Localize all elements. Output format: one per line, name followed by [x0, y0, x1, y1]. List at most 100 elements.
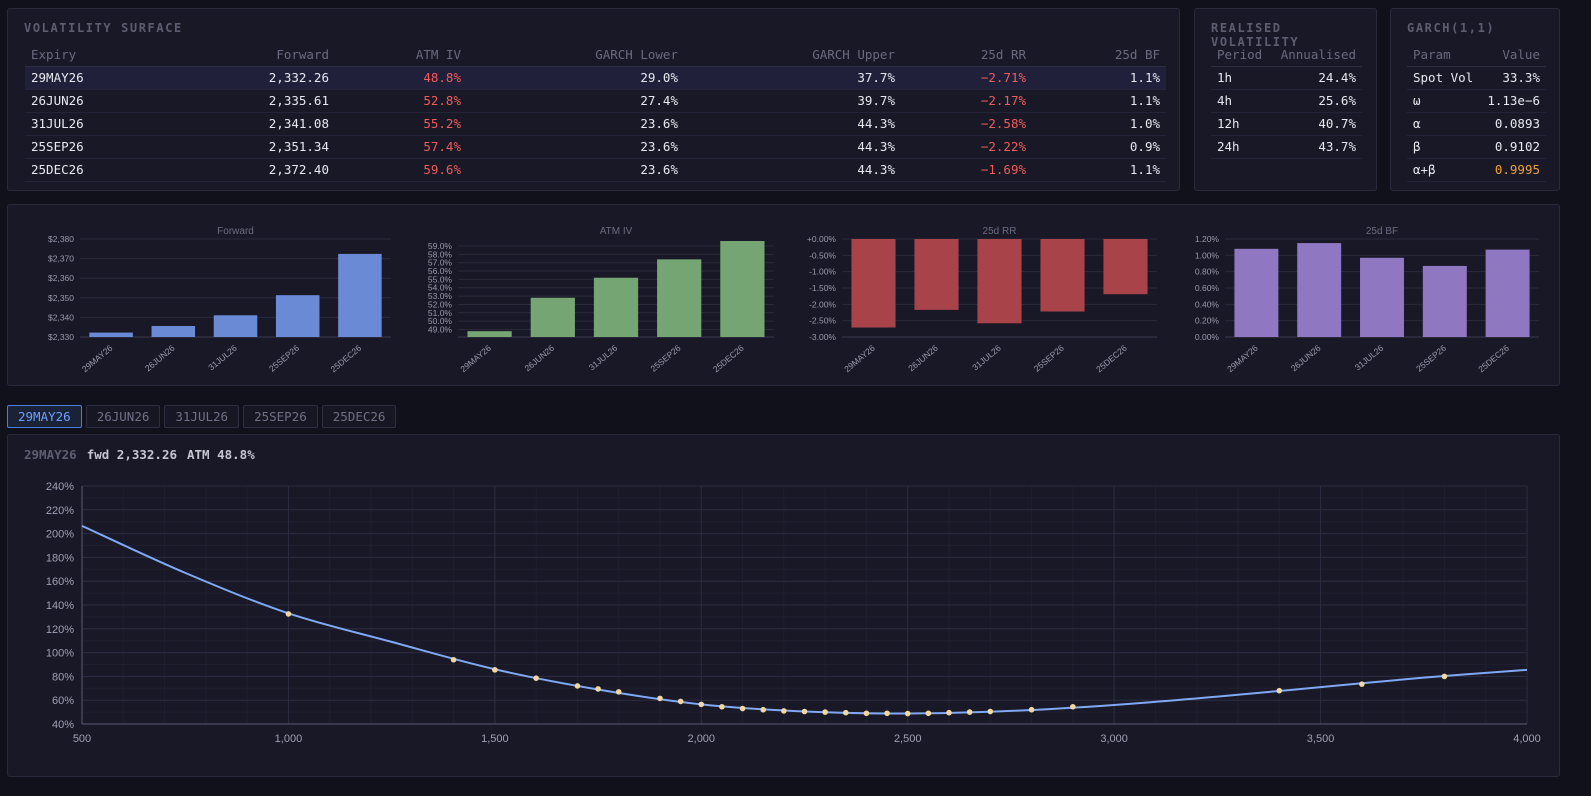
table-cell: −2.58% [901, 112, 1032, 136]
table-header-row: Param Value [1407, 44, 1546, 67]
smile-panel: 29MAY26 fwd 2,332.26 ATM 48.8% 500 1,000 1,5… [7, 434, 1560, 777]
bar-31jul26 [593, 277, 639, 337]
smile-point [822, 709, 828, 715]
table-row[interactable]: β 0.9102 [1407, 135, 1546, 159]
y-tick-label: 1.00% [1195, 250, 1220, 260]
smile-point [595, 686, 601, 692]
volatility-surface-panel: VOLATILITY SURFACE Expiry Forward ATM IV… [7, 8, 1180, 191]
table-cell: −2.17% [901, 89, 1032, 113]
table-cell: 43.7% [1270, 135, 1362, 159]
y-tick-label: -2.00% [809, 299, 836, 309]
smile-point [842, 709, 849, 716]
bar-29may26 [1234, 248, 1279, 337]
table-row[interactable]: 24h 43.7% [1211, 135, 1362, 159]
x-tick-label: 500 [73, 733, 91, 745]
y-tick-label: -3.00% [809, 332, 836, 342]
garch-title: GARCH(1,1) [1407, 21, 1496, 35]
bar-31jul26 [1360, 257, 1404, 337]
tab-29may26[interactable]: 29MAY26 [7, 405, 82, 428]
smile-point [863, 710, 870, 717]
table-cell: 44.3% [684, 135, 901, 159]
tab-26jun26[interactable]: 26JUN26 [85, 405, 161, 428]
y-tick-label: 52.0% [428, 299, 453, 309]
table-cell: 48.8% [335, 66, 467, 90]
y-tick-label: 160% [46, 576, 74, 588]
x-tick-label: 1,000 [275, 733, 303, 745]
table-row[interactable]: 4h 25.6% [1211, 89, 1362, 113]
x-tick-label: 2,000 [688, 733, 716, 745]
table-row[interactable]: α+β 0.9995 [1407, 158, 1546, 182]
atm-iv-bar-chart: ATM IV 49.0%50.0%51.0%52.0%53.0%54.0%55.0… [428, 226, 774, 374]
x-tick-label: 25SEP26 [1414, 343, 1448, 374]
table-cell: 24.4% [1270, 66, 1362, 90]
chart-title: ATM IV [600, 226, 633, 237]
y-tick-label: 56.0% [428, 266, 453, 276]
smile-point [987, 708, 994, 715]
table-cell: 1.13e−6 [1480, 89, 1546, 113]
chart-title: 25d RR [983, 226, 1017, 237]
col-25d-rr: 25d RR [901, 44, 1032, 67]
table-cell: 2,332.26 [135, 66, 335, 90]
x-tick-label: 3,500 [1307, 733, 1335, 745]
bar-charts-panel: Forward $2,330 $2,340 $2,350 $2,360 $2,370 $2,… [7, 204, 1560, 386]
table-cell: 55.2% [335, 112, 467, 136]
y-tick-label: $2,350 [48, 293, 74, 303]
table-cell: 2,341.08 [135, 112, 335, 136]
tab-25sep26[interactable]: 25SEP26 [243, 405, 318, 428]
table-cell: −2.22% [901, 135, 1032, 159]
table-row[interactable]: 26JUN26 2,335.61 52.8% 27.4% 39.7% −2.17% 1.1% [25, 89, 1166, 113]
smile-point [760, 706, 767, 713]
table-cell: 1.1% [1032, 89, 1166, 113]
tab-31jul26[interactable]: 31JUL26 [164, 405, 240, 428]
smile-curve [81, 524, 1528, 715]
y-tick-label: +0.00% [807, 234, 837, 244]
table-cell: 2,372.40 [135, 158, 335, 182]
bar-26jun26 [914, 239, 959, 310]
table-cell: 2,335.61 [135, 89, 335, 113]
x-tick-label: 25DEC26 [1476, 343, 1511, 375]
table-row[interactable]: ω 1.13e−6 [1407, 89, 1546, 113]
y-tick-label: 57.0% [428, 258, 453, 268]
table-row[interactable]: Spot Vol 33.3% [1407, 66, 1546, 90]
tab-25dec26[interactable]: 25DEC26 [321, 405, 397, 428]
y-tick-label: -0.50% [809, 250, 836, 260]
smile-point [904, 710, 911, 717]
table-row[interactable]: 12h 40.7% [1211, 112, 1362, 136]
y-tick-label: 58.0% [428, 249, 453, 259]
x-tick-label: 31JUL26 [206, 343, 239, 373]
col-25d-bf: 25d BF [1032, 44, 1166, 67]
y-tick-label: 180% [46, 552, 74, 564]
smile-header: 29MAY26 fwd 2,332.26 ATM 48.8% [24, 447, 265, 462]
smile-point [677, 698, 684, 705]
bar-25dec26 [720, 241, 765, 337]
table-cell: 52.8% [335, 89, 467, 113]
table-row[interactable]: 25DEC26 2,372.40 59.6% 23.6% 44.3% −1.69% 1.1% [25, 158, 1166, 182]
table-row[interactable]: 29MAY26 2,332.26 48.8% 29.0% 37.7% −2.71% 1.1% [25, 66, 1166, 90]
bar-25sep26 [275, 295, 320, 337]
y-tick-label: 120% [46, 624, 74, 636]
bar-26jun26 [1297, 243, 1342, 337]
table-cell: 25DEC26 [25, 158, 135, 182]
table-row[interactable]: 1h 24.4% [1211, 66, 1362, 90]
y-tick-label: -2.50% [809, 316, 836, 326]
col-garch-upper: GARCH Upper [684, 44, 901, 67]
table-header-row: Period Annualised [1211, 44, 1362, 67]
bar-25sep26 [1422, 265, 1467, 337]
table-header-row: Expiry Forward ATM IV GARCH Lower GARCH … [25, 44, 1166, 67]
smile-point [698, 701, 705, 708]
table-row[interactable]: α 0.0893 [1407, 112, 1546, 136]
table-row[interactable]: 31JUL26 2,341.08 55.2% 23.6% 44.3% −2.58% 1.0% [25, 112, 1166, 136]
smile-plot: 500 1,000 1,500 2,000 2,500 3,000 3,500 4,000 40… [46, 481, 1541, 745]
table-row[interactable]: 25SEP26 2,351.34 57.4% 23.6% 44.3% −2.22% 0.9% [25, 135, 1166, 159]
table-cell: α+β [1407, 158, 1481, 182]
volatility-surface-title: VOLATILITY SURFACE [24, 21, 183, 35]
x-tick-label: 29MAY26 [842, 343, 877, 374]
bar-29may26 [467, 331, 512, 337]
table-cell: 37.7% [684, 66, 901, 90]
table-cell: 12h [1211, 112, 1271, 136]
bar-25dec26 [1103, 239, 1148, 295]
smile-point [533, 675, 539, 681]
garch-table: Param Value Spot Vol 33.3% ω 1.13e−6 α 0.0893… [1407, 44, 1546, 182]
smile-point [1070, 703, 1076, 710]
y-tick-label: 55.0% [428, 274, 453, 284]
